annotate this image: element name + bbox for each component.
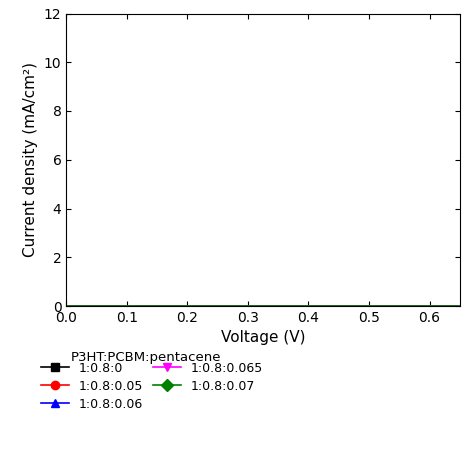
Legend: 1:0.8:0, 1:0.8:0.05, 1:0.8:0.06, 1:0.8:0.065, 1:0.8:0.07: 1:0.8:0, 1:0.8:0.05, 1:0.8:0.06, 1:0.8:0… [41,362,263,411]
Text: P3HT:PCBM:pentacene: P3HT:PCBM:pentacene [70,351,221,364]
X-axis label: Voltage (V): Voltage (V) [221,330,305,346]
Y-axis label: Current density (mA/cm²): Current density (mA/cm²) [23,62,38,257]
